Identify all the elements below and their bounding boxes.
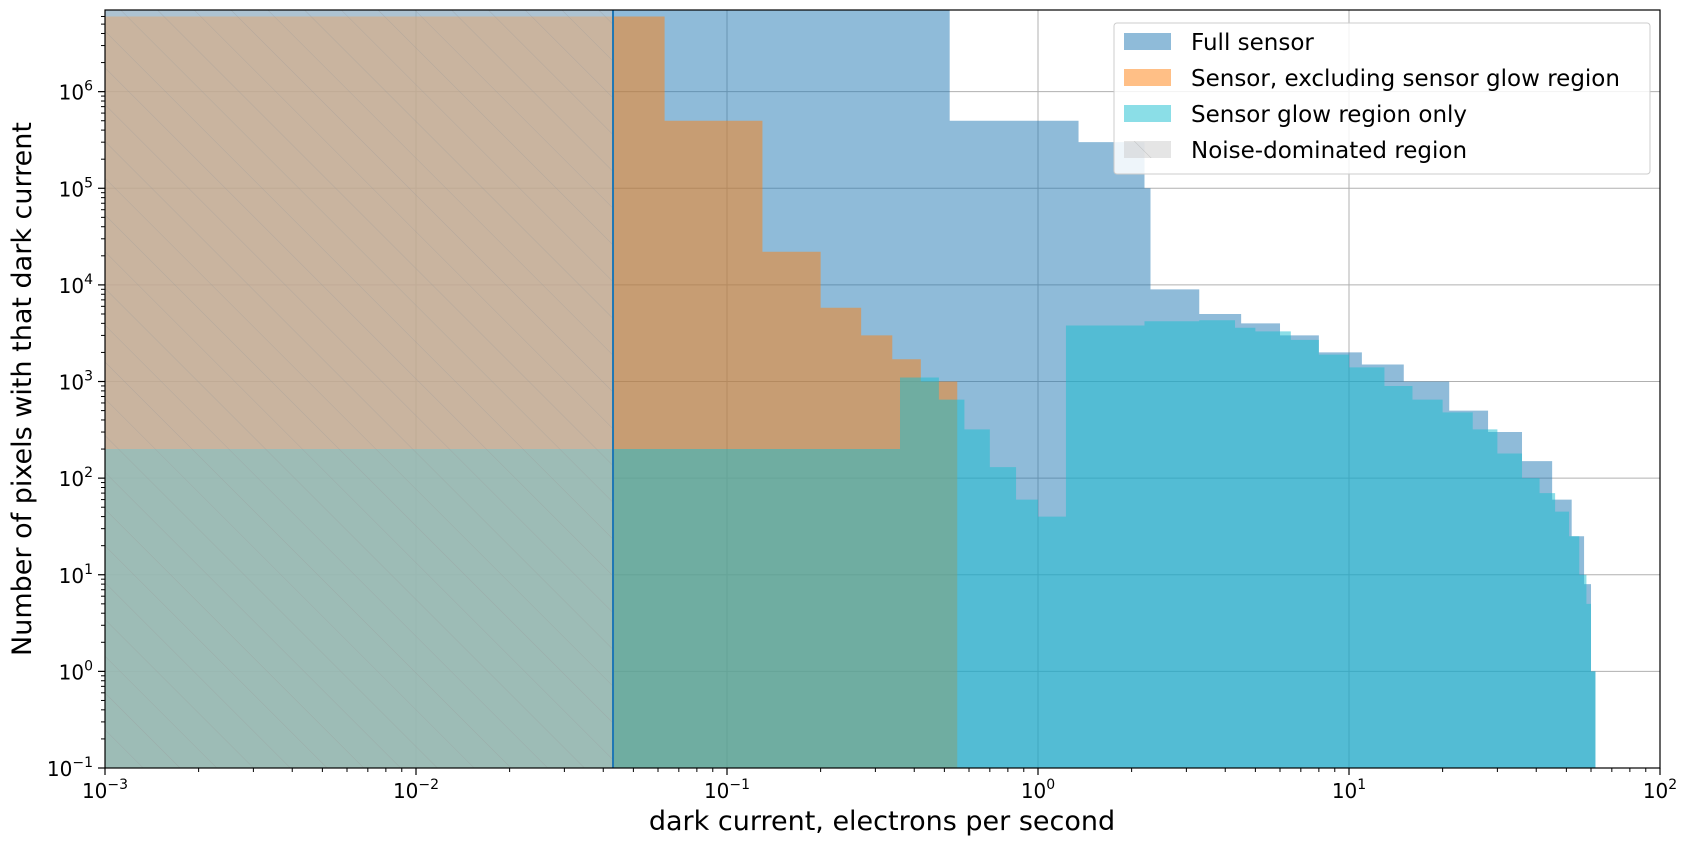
x-tick-label: 10−3 (82, 777, 128, 803)
x-tick-exponent: 1 (1357, 777, 1366, 793)
y-tick-exponent: 4 (84, 272, 93, 288)
x-tick-base: 10 (1021, 779, 1046, 803)
x-axis-label: dark current, electrons per second (649, 806, 1115, 837)
legend-label-noise-region: Noise-dominated region (1191, 138, 1467, 164)
x-tick-label: 101 (1332, 777, 1366, 803)
y-tick-label: 106 (59, 79, 93, 105)
noise-dominated-hatch (105, 10, 614, 768)
y-tick-base: 10 (59, 467, 84, 491)
y-tick-label: 10−1 (47, 755, 93, 781)
x-tick-base: 10 (1332, 779, 1357, 803)
y-tick-label: 105 (59, 175, 93, 201)
y-tick-base: 10 (59, 81, 84, 105)
y-tick-base: 10 (59, 564, 84, 588)
x-tick-base: 10 (393, 779, 418, 803)
y-axis-label: Number of pixels with that dark current (7, 122, 38, 656)
y-tick-base: 10 (59, 177, 84, 201)
legend-box (1113, 22, 1651, 175)
y-tick-base: 10 (59, 371, 84, 395)
legend-swatch-excluding-glow (1124, 69, 1171, 86)
legend-label-glow-only: Sensor glow region only (1191, 102, 1467, 128)
y-tick-exponent: 3 (84, 369, 93, 385)
x-tick-exponent: −2 (418, 777, 439, 793)
x-tick-base: 10 (82, 779, 107, 803)
y-tick-label: 102 (59, 465, 93, 491)
y-tick-exponent: 1 (84, 562, 93, 578)
y-tick-exponent: 0 (84, 658, 93, 674)
legend-swatch-noise-hatch (1124, 141, 1171, 158)
legend-label-excluding-glow: Sensor, excluding sensor glow region (1191, 66, 1620, 92)
x-tick-label: 100 (1021, 777, 1055, 803)
x-tick-exponent: 2 (1668, 777, 1677, 793)
y-tick-base: 10 (47, 757, 72, 781)
y-tick-exponent: 5 (84, 175, 93, 191)
plot-frame (104, 9, 1661, 769)
y-tick-label: 103 (59, 369, 93, 395)
axis-tick-labels: 10−3 10−2 10−1 100 101 10210−1100101102103104… (47, 79, 1677, 803)
y-tick-label: 104 (59, 272, 93, 298)
x-tick-base: 10 (1643, 779, 1668, 803)
x-tick-exponent: −3 (107, 777, 128, 793)
y-tick-exponent: 2 (84, 465, 93, 481)
x-tick-base: 10 (704, 779, 729, 803)
noise-layer (105, 10, 614, 768)
y-tick-base: 10 (59, 660, 84, 684)
x-tick-label: 102 (1643, 777, 1677, 803)
y-tick-exponent: −1 (72, 755, 93, 771)
y-tick-label: 101 (59, 562, 93, 588)
x-tick-label: 10−1 (704, 777, 750, 803)
axis-ticks (98, 15, 1661, 775)
y-tick-exponent: 6 (84, 79, 93, 95)
legend: Full sensor Sensor, excluding sensor glo… (1113, 22, 1651, 175)
x-tick-exponent: −1 (729, 777, 750, 793)
legend-label-full-sensor: Full sensor (1191, 30, 1314, 56)
x-tick-label: 10−2 (393, 777, 439, 803)
x-tick-exponent: 0 (1046, 777, 1055, 793)
legend-swatch-glow-only (1124, 105, 1171, 122)
legend-swatch-full-sensor (1124, 33, 1171, 50)
y-tick-label: 100 (59, 658, 93, 684)
y-tick-base: 10 (59, 274, 84, 298)
